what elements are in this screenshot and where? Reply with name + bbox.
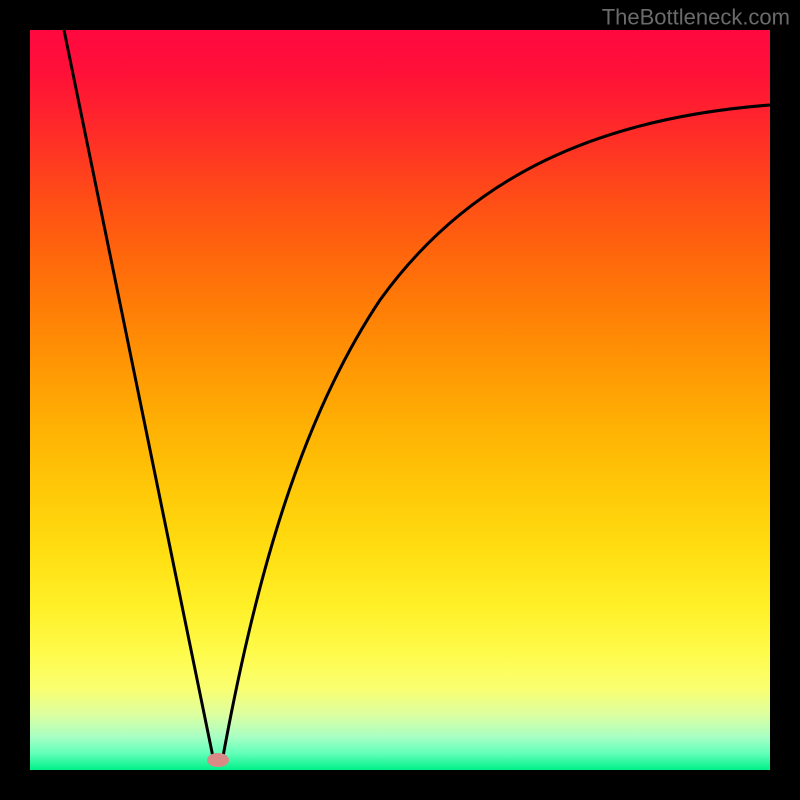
minimum-marker: [207, 753, 229, 767]
bottleneck-chart: TheBottleneck.com: [0, 0, 800, 800]
watermark-text: TheBottleneck.com: [602, 5, 790, 30]
